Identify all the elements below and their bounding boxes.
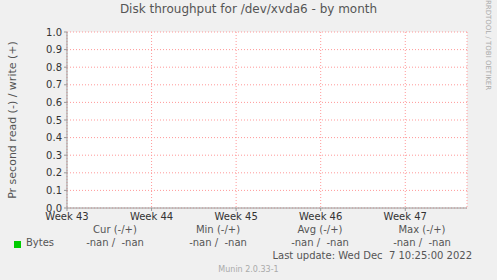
svg-text:0.1: 0.1: [46, 185, 62, 196]
svg-text:0.4: 0.4: [46, 132, 62, 143]
svg-text:0.2: 0.2: [46, 167, 62, 178]
html-text:Disk throughput for /dev/xvda6: Disk throughput for /dev/xvda6 - by mont…: [119, 2, 378, 16]
html-text:Pr second read (-) / write (+): Pr second read (-) / write (+): [5, 41, 19, 199]
html-text:Munin 2.0.33-1: Munin 2.0.33-1: [218, 265, 279, 274]
svg-text:0.3: 0.3: [46, 150, 62, 161]
svg-text:0.8: 0.8: [46, 62, 62, 73]
html-text:Max (-/+): Max (-/+): [398, 224, 446, 235]
svg-text:Week 43: Week 43: [45, 211, 89, 223]
html-text:-nan / -nan: -nan / -nan: [86, 237, 144, 248]
html-text:-nan / -nan: -nan / -nan: [393, 237, 451, 248]
svg-text:1.0: 1.0: [46, 27, 62, 38]
html-text:Min (-/+): Min (-/+): [196, 224, 240, 235]
html-text:-nan / -nan: -nan / -nan: [189, 237, 247, 248]
html-text:RRDTOOL / TOBI OETIKER: RRDTOOL / TOBI OETIKER: [484, 0, 492, 91]
html-text:Avg (-/+): Avg (-/+): [297, 224, 343, 235]
svg-text:0.7: 0.7: [46, 79, 62, 90]
svg-text:Week 47: Week 47: [384, 211, 427, 222]
svg-text:Week 45: Week 45: [214, 211, 257, 222]
html-text:Last update: Wed Dec 7 10:25:0: Last update: Wed Dec 7 10:25:00 2022: [272, 250, 472, 261]
svg-text:Week 44: Week 44: [130, 211, 173, 222]
svg-text:0.6: 0.6: [46, 97, 62, 108]
html-text:-nan / -nan: -nan / -nan: [291, 237, 349, 248]
svg-text:0.5: 0.5: [46, 115, 62, 126]
html-text:Cur (-/+): Cur (-/+): [93, 224, 137, 235]
svg-text:Week 46: Week 46: [299, 211, 342, 222]
svg-text:0.0: 0.0: [46, 203, 62, 214]
html-text:Bytes: Bytes: [26, 237, 55, 248]
svg-text:0.9: 0.9: [46, 44, 62, 55]
